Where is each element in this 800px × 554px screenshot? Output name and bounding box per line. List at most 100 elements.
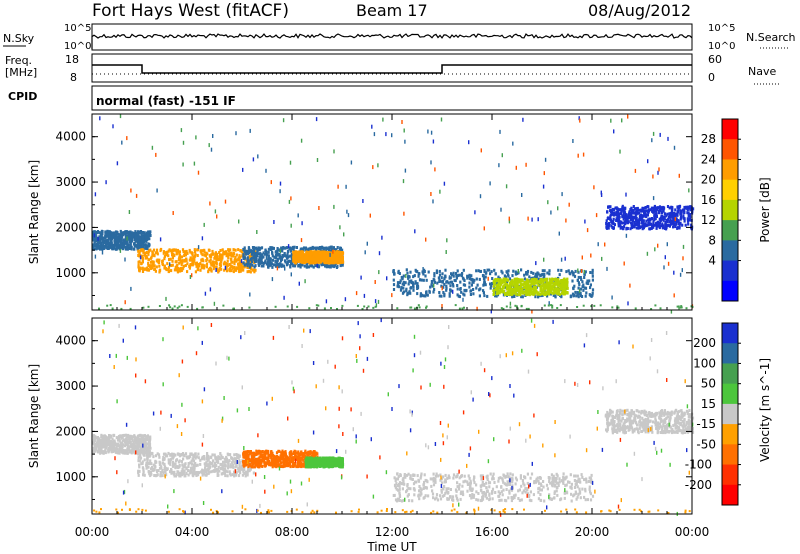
noise-cell (634, 168, 637, 173)
echo-cell (171, 259, 174, 263)
echo-cell (485, 271, 488, 275)
echo-cell (563, 291, 566, 295)
echo-cell (229, 472, 232, 476)
echo-cell (636, 206, 639, 210)
echo-cell (224, 464, 227, 468)
colorbar-segment (722, 139, 738, 160)
noise-cell (193, 161, 196, 166)
colorbar-segment (722, 240, 738, 262)
echo-cell (645, 215, 648, 219)
noise-cell (682, 256, 684, 261)
echo-cell (537, 280, 540, 284)
echo-cell (298, 251, 301, 255)
noise-cell (189, 275, 192, 279)
echo-cell (530, 278, 533, 282)
echo-cell (622, 221, 625, 225)
echo-cell (205, 265, 208, 269)
echo-cell (646, 205, 649, 208)
echo-cell (99, 247, 102, 251)
echo-cell (221, 256, 224, 260)
echo-cell (131, 438, 134, 442)
echo-cell (219, 249, 222, 252)
echo-cell (405, 268, 408, 272)
echo-cell (333, 255, 336, 259)
noise-cell (578, 289, 581, 293)
echo-cell (150, 472, 153, 476)
echo-cell (239, 266, 242, 270)
echo-cell (208, 248, 211, 252)
echo-cell (489, 272, 492, 276)
echo-cell (548, 290, 551, 294)
echo-cell (203, 250, 206, 254)
echo-cell (537, 277, 540, 281)
echo-cell (128, 238, 131, 242)
echo-cell (223, 471, 226, 475)
echo-cell (174, 462, 177, 466)
echo-cell (113, 441, 116, 445)
echo-cell (119, 448, 122, 452)
echo-cell (93, 435, 96, 439)
echo-cell (215, 265, 218, 269)
freq-tick-high: 18 (65, 53, 79, 66)
noise-cell (344, 297, 347, 302)
echo-cell (591, 278, 594, 282)
echo-cell (252, 268, 255, 272)
echo-cell (468, 273, 471, 277)
echo-cell (104, 451, 107, 455)
echo-cell (319, 253, 323, 257)
echo-cell (256, 250, 259, 254)
echo-cell (133, 450, 136, 454)
noise-cell (443, 181, 446, 186)
echo-cell (102, 239, 105, 243)
echo-cell (532, 280, 535, 284)
ground-cell (222, 304, 225, 307)
echo-cell (449, 288, 452, 292)
echo-cell (128, 441, 131, 445)
noise-cell (550, 210, 552, 215)
echo-cell (532, 278, 535, 282)
echo-cell (247, 262, 250, 266)
ground-cell (659, 307, 662, 310)
echo-cell (546, 287, 549, 291)
echo-cell (516, 286, 519, 290)
echo-cell (282, 264, 285, 268)
noise-cell (542, 184, 545, 189)
echo-cell (124, 444, 127, 448)
noise-cell (212, 134, 214, 138)
echo-cell (130, 435, 133, 439)
noise-cell (547, 200, 549, 205)
echo-cell (248, 260, 252, 263)
echo-cell (560, 287, 563, 291)
echo-cell (93, 247, 96, 251)
echo-cell (217, 465, 220, 469)
echo-cell (405, 287, 408, 291)
echo-cell (558, 293, 561, 296)
echo-cell (533, 285, 536, 289)
echo-cell (219, 257, 222, 261)
echo-cell (271, 250, 274, 254)
echo-cell (103, 244, 106, 248)
echo-cell (177, 268, 180, 272)
echo-cell (660, 211, 664, 215)
echo-cell (98, 444, 101, 448)
noise-cell (619, 149, 621, 154)
echo-cell (267, 257, 270, 260)
echo-cell (686, 219, 690, 223)
echo-cell (564, 284, 567, 288)
echo-cell (650, 226, 653, 230)
echo-cell (216, 258, 219, 261)
echo-cell (197, 262, 200, 266)
echo-cell (638, 208, 641, 212)
colorbar-segment (722, 199, 738, 221)
plot-background (92, 114, 692, 310)
noise-cell (316, 263, 318, 268)
noise-cell (300, 138, 303, 143)
echo-cell (163, 265, 166, 269)
echo-cell (155, 248, 159, 252)
echo-cell (563, 279, 566, 283)
echo-cell (402, 274, 405, 278)
echo-cell (320, 260, 323, 264)
echo-cell (640, 208, 643, 212)
echo-cell (217, 455, 221, 459)
echo-cell (238, 454, 241, 458)
